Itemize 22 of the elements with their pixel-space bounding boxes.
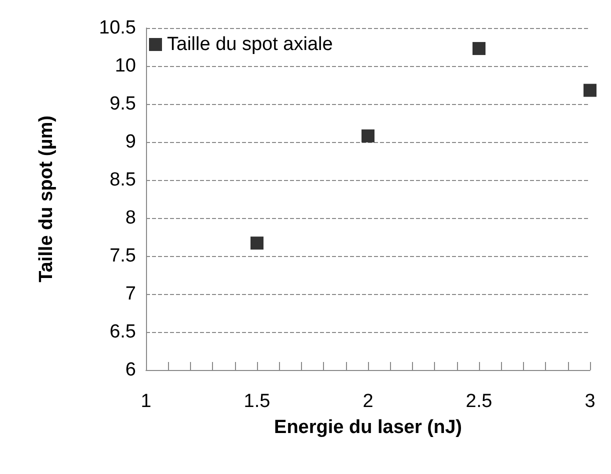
y-tick-label: 8.5 (110, 170, 136, 190)
point (250, 236, 264, 250)
y-tick-label: 10 (114, 56, 136, 76)
y-tick-label: 6.5 (110, 322, 136, 342)
y-tick-label: 9.5 (110, 94, 136, 114)
y-axis-title: Taille du spot (µm) (36, 116, 57, 282)
y-tick-label: 10.5 (99, 18, 136, 38)
y-tick-label: 7.5 (110, 246, 136, 266)
x-tick-label: 2.5 (466, 391, 492, 412)
x-tick-label: 1 (140, 391, 152, 412)
point (362, 129, 374, 142)
y-tick-label: 6 (125, 360, 136, 380)
x-axis-title: Energie du laser (nJ) (274, 417, 462, 438)
y-tick-label: 9 (125, 132, 136, 152)
x-tick-label: 3 (584, 391, 596, 412)
point (584, 84, 596, 97)
y-tick-label: 8 (125, 208, 136, 228)
point (472, 42, 486, 56)
x-tick-label: 1.5 (244, 391, 270, 412)
x-tick-label: 2 (362, 391, 374, 412)
y-tick-label: 7 (125, 284, 136, 304)
legend-label: Taille du spot axiale (167, 34, 333, 55)
